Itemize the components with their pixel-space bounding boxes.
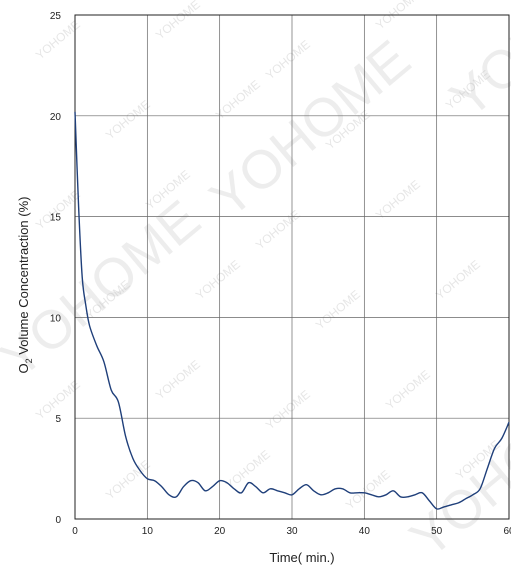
watermark-text: YOHOME — [433, 257, 483, 302]
y-tick-label: 15 — [50, 213, 62, 224]
y-axis-title-rest: Volume Concentraction (%) — [16, 197, 31, 359]
watermark-text: YOHOME — [373, 0, 423, 32]
y-axis-title: O2 Volume Concentraction (%) — [16, 197, 34, 374]
watermark-text: YOHOME — [313, 287, 363, 332]
x-axis-title: Time( min.) — [269, 550, 334, 565]
watermark-text: YOHOME — [373, 177, 423, 222]
watermark-text: YOHOME — [383, 367, 433, 412]
o2-series-line — [74, 111, 510, 510]
x-tick-label: 20 — [214, 526, 226, 537]
x-axis-ticks: 0 10 20 30 40 50 60 — [72, 526, 511, 537]
x-tick-label: 10 — [142, 526, 154, 537]
watermark-text: YOHOME — [263, 37, 313, 82]
plot-frame — [74, 14, 510, 520]
watermark-text: YOHOME — [103, 97, 153, 142]
watermark-text: YOHOME — [153, 0, 203, 42]
watermark-text: YOHOME — [103, 457, 153, 502]
watermark-text: YOHOME — [153, 357, 203, 402]
watermark-text: YOHOME — [253, 207, 303, 252]
y-tick-label: 10 — [50, 313, 62, 324]
y-axis-title-subscript: 2 — [24, 358, 34, 363]
watermark-text: YOHOME — [343, 467, 393, 512]
x-tick-label: 30 — [286, 526, 298, 537]
x-tick-label: 0 — [72, 526, 78, 537]
x-tick-label: 60 — [503, 526, 511, 537]
y-tick-label: 25 — [50, 11, 62, 22]
x-tick-label: 40 — [359, 526, 371, 537]
x-tick-label: 50 — [431, 526, 443, 537]
y-tick-label: 20 — [50, 112, 62, 123]
y-tick-label: 0 — [55, 515, 61, 526]
y-axis-title-prefix: O — [16, 363, 31, 373]
y-axis-ticks: 0 5 10 15 20 25 — [50, 11, 62, 526]
y-tick-label: 5 — [55, 414, 61, 425]
watermark-text: YOHOME — [263, 387, 313, 432]
watermark-text: YOHOME — [193, 257, 243, 302]
